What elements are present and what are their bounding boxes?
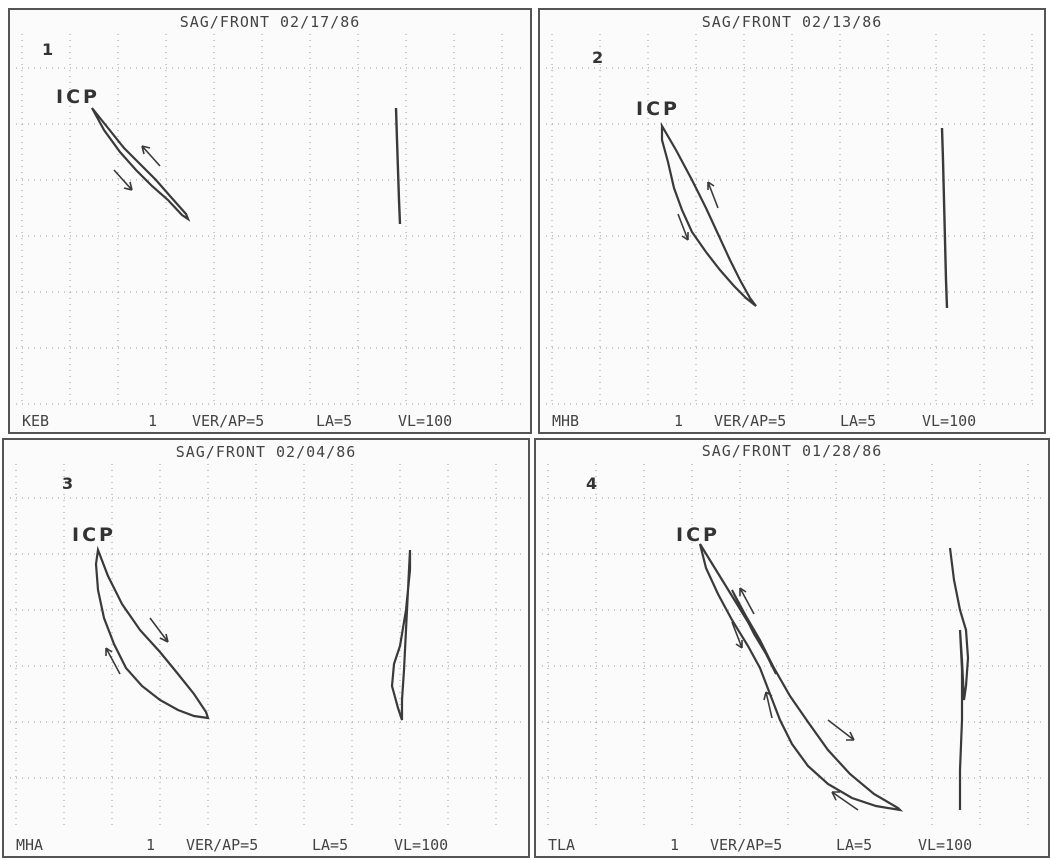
- run-number: 1: [674, 412, 684, 430]
- run-number: 1: [146, 836, 156, 854]
- arrow-up-icon: [739, 587, 755, 615]
- icp-label: ICP: [636, 98, 680, 120]
- panel-number: 2: [592, 48, 604, 67]
- panel-number: 3: [62, 474, 74, 493]
- arrow-up-icon: [141, 145, 161, 167]
- la-value: LA=5: [312, 836, 349, 854]
- panel-title: SAG/FRONT 01/28/86: [701, 442, 883, 460]
- panel-title: SAG/FRONT 02/13/86: [701, 13, 883, 31]
- panel-1-plot: [16, 34, 524, 406]
- arrow-left-icon: [831, 791, 859, 811]
- frontal-trace: [948, 547, 970, 810]
- frontal-trace: [394, 107, 402, 225]
- run-number: 1: [670, 836, 680, 854]
- frontal-trace: [940, 127, 949, 309]
- grid: [546, 34, 1038, 406]
- panel-number: 4: [586, 474, 598, 493]
- subject-id: TLA: [548, 836, 576, 854]
- sagittal-trace: [698, 543, 904, 812]
- subject-id: MHB: [552, 412, 580, 430]
- panel-footer: TLA 1 VER/AP=5 LA=5 VL=100: [546, 836, 1038, 854]
- vl-value: VL=100: [918, 836, 973, 854]
- panel-3-plot: [10, 464, 522, 830]
- ver-ap-value: VER/AP=5: [714, 412, 787, 430]
- icp-label: ICP: [676, 524, 720, 546]
- la-value: LA=5: [836, 836, 873, 854]
- ver-ap-value: VER/AP=5: [710, 836, 783, 854]
- panel-title: SAG/FRONT 02/04/86: [175, 443, 357, 461]
- run-number: 1: [148, 412, 158, 430]
- panel-4-plot: [542, 464, 1042, 830]
- panel-2-plot: [546, 34, 1038, 406]
- vl-value: VL=100: [394, 836, 449, 854]
- ver-ap-value: VER/AP=5: [192, 412, 265, 430]
- panel-footer: MHA 1 VER/AP=5 LA=5 VL=100: [14, 836, 518, 854]
- panel-1: SAG/FRONT 02/17/86 1 ICP KEB 1 VER/AP=5 …: [8, 8, 532, 434]
- sagittal-trace: [660, 121, 757, 307]
- panel-footer: MHB 1 VER/AP=5 LA=5 VL=100: [550, 412, 1034, 430]
- panel-2: SAG/FRONT 02/13/86 2 ICP MHB 1 VER/AP=5 …: [538, 8, 1046, 434]
- arrow-down-icon: [827, 719, 855, 741]
- grid: [10, 464, 522, 830]
- subject-id: KEB: [22, 412, 50, 430]
- la-value: LA=5: [840, 412, 877, 430]
- vl-value: VL=100: [922, 412, 977, 430]
- subject-id: MHA: [16, 836, 44, 854]
- arrow-down-icon: [113, 169, 133, 191]
- panel-title: SAG/FRONT 02/17/86: [179, 13, 361, 31]
- la-value: LA=5: [316, 412, 353, 430]
- arrow-down-icon: [731, 621, 743, 649]
- icp-label: ICP: [72, 524, 116, 546]
- arrow-up-icon: [763, 691, 773, 719]
- icp-label: ICP: [56, 86, 100, 108]
- panel-4: SAG/FRONT 01/28/86 4 ICP TLA 1 VER/AP=5 …: [534, 438, 1050, 858]
- sagittal-trace-inner: [731, 589, 777, 675]
- arrow-down-icon: [149, 617, 169, 643]
- ver-ap-value: VER/AP=5: [186, 836, 259, 854]
- grid: [542, 464, 1042, 830]
- panel-footer: KEB 1 VER/AP=5 LA=5 VL=100: [20, 412, 520, 430]
- sagittal-trace: [94, 545, 210, 720]
- arrow-down-icon: [677, 213, 689, 241]
- panel-number: 1: [42, 40, 54, 59]
- vl-value: VL=100: [398, 412, 453, 430]
- panel-3: SAG/FRONT 02/04/86 3 ICP MHA 1 VER/AP=5 …: [2, 438, 530, 858]
- sagittal-trace: [91, 107, 191, 222]
- frontal-trace: [390, 549, 412, 721]
- arrow-up-icon: [707, 181, 719, 209]
- arrow-up-icon: [105, 647, 121, 675]
